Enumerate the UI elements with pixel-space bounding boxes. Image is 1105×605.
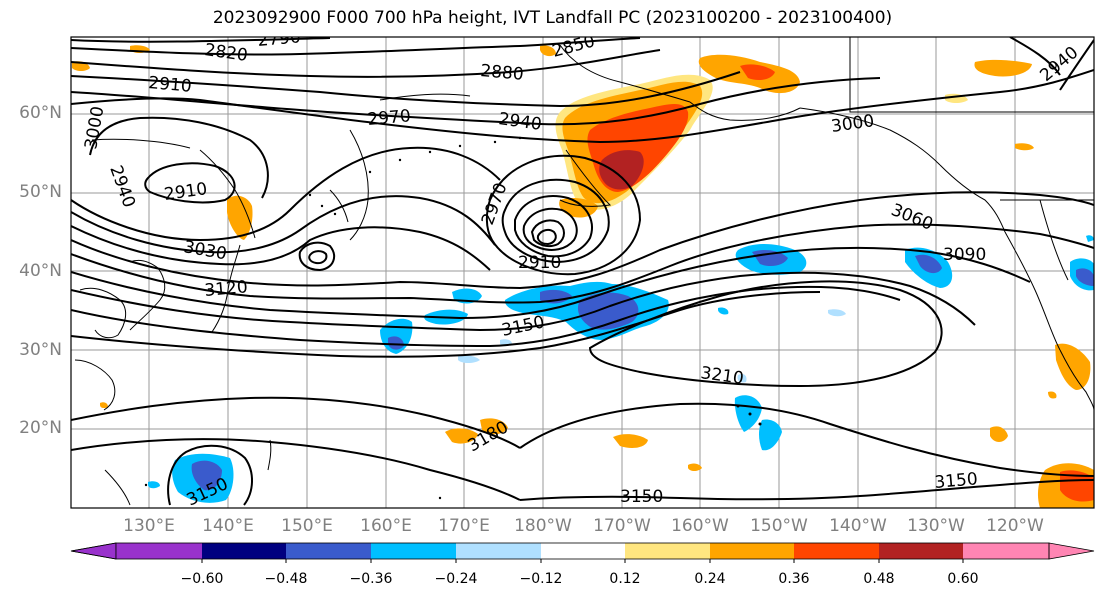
- contour-label: 2910: [518, 253, 561, 273]
- colorbar-tick-label: 0.36: [778, 571, 810, 587]
- lon-label: 120°W: [986, 516, 1044, 536]
- colorbar-tick-label: 0.12: [609, 571, 641, 587]
- contour-label: 3090: [943, 245, 986, 265]
- ivt-negative-shading: [148, 235, 1094, 503]
- height-contours: [71, 37, 1094, 506]
- colorbar-tick-label: −0.60: [180, 571, 224, 587]
- colorbar-tick-label: 0.60: [947, 571, 979, 587]
- map-frame: [70, 36, 1095, 509]
- contour-label: 2970: [367, 106, 412, 130]
- lon-label: 170°W: [593, 516, 651, 536]
- ivt-positive-shading: [72, 45, 1094, 508]
- lon-label: 150°E: [281, 516, 333, 536]
- colorbar-extend-low: [70, 542, 117, 560]
- contour-label: 2880: [480, 61, 525, 85]
- contour-label: 3150: [620, 487, 663, 507]
- lat-label: 60°N: [19, 103, 62, 123]
- lon-label: 160°E: [360, 516, 412, 536]
- colorbar-tick-label: −0.36: [349, 571, 393, 587]
- map-title: 2023092900 F000 700 hPa height, IVT Land…: [212, 8, 893, 28]
- contour-label: 3120: [204, 277, 249, 301]
- colorbar-tick-label: −0.12: [519, 571, 563, 587]
- lon-label: 160°W: [671, 516, 729, 536]
- lon-label: 150°W: [750, 516, 808, 536]
- lon-label: 170°E: [438, 516, 490, 536]
- coastlines: [74, 37, 1094, 506]
- lon-label: 130°W: [907, 516, 965, 536]
- lat-label: 20°N: [19, 418, 62, 438]
- contour-label: 2910: [148, 73, 193, 97]
- colorbar-tick-label: 0.48: [863, 571, 895, 587]
- contour-label: 2790: [257, 27, 302, 51]
- contour-label-group: 2790 2820 2850 2880 2910 2940 2970 3000 …: [81, 27, 1082, 508]
- lat-label: 30°N: [19, 340, 62, 360]
- lon-label: 140°W: [829, 516, 887, 536]
- lon-label: 140°E: [202, 516, 254, 536]
- colorbar-tick-label: 0.24: [694, 571, 726, 587]
- colorbar-extend-high: [1048, 542, 1095, 560]
- colorbar-tick-label: −0.24: [434, 571, 478, 587]
- contour-label: 3150: [934, 469, 979, 493]
- colorbar: [70, 542, 1095, 563]
- lon-label: 130°E: [123, 516, 175, 536]
- colorbar-tick-label: −0.48: [264, 571, 308, 587]
- lon-label: 180°W: [514, 516, 572, 536]
- lat-label: 50°N: [19, 182, 62, 202]
- lat-label: 40°N: [19, 261, 62, 281]
